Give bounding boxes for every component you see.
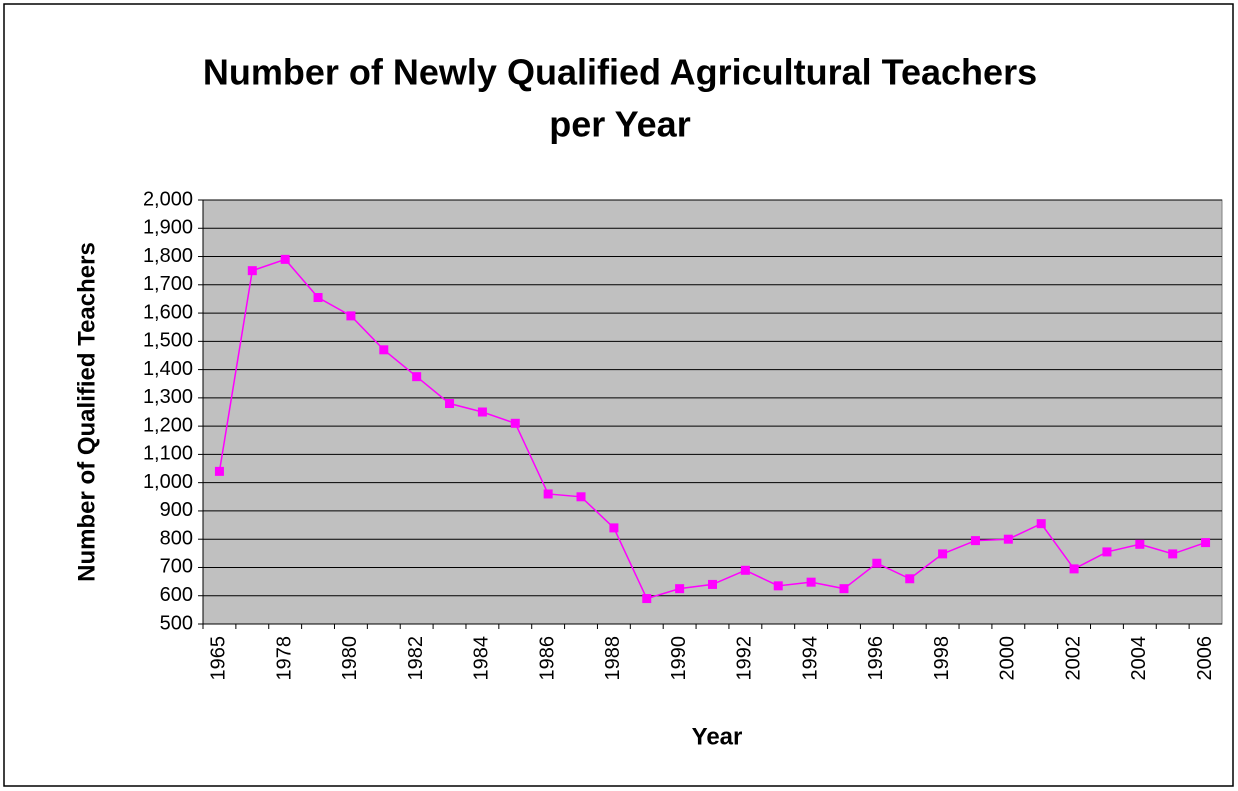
y-tick-label: 1,800 — [143, 245, 193, 267]
point-marker — [346, 311, 356, 321]
point-marker — [970, 536, 980, 546]
point-marker — [872, 558, 882, 568]
point-marker — [247, 266, 257, 276]
y-tick-label: 1,400 — [143, 358, 193, 380]
y-tick-label: 700 — [160, 556, 193, 578]
x-tick-label: 2006 — [1194, 636, 1216, 681]
y-tick-label: 800 — [160, 527, 193, 549]
x-tick-label: 1965 — [208, 636, 230, 681]
point-marker — [280, 254, 290, 264]
y-tick-label: 1,300 — [143, 386, 193, 408]
point-marker — [1069, 564, 1079, 574]
point-marker — [1201, 538, 1211, 548]
point-marker — [1036, 519, 1046, 529]
y-tick-label: 1,900 — [143, 217, 193, 239]
point-marker — [839, 584, 849, 594]
point-marker — [412, 372, 422, 382]
point-marker — [806, 577, 816, 587]
y-tick-label: 1,000 — [143, 471, 193, 493]
point-marker — [1102, 547, 1112, 557]
x-tick-label: 1994 — [799, 636, 821, 681]
point-marker — [642, 594, 652, 604]
point-marker — [214, 466, 224, 476]
point-marker — [1168, 549, 1178, 559]
point-marker — [510, 418, 520, 428]
point-marker — [576, 492, 586, 502]
y-tick-label: 900 — [160, 499, 193, 521]
y-tick-label: 1,100 — [143, 443, 193, 465]
x-tick-label: 1998 — [931, 636, 953, 681]
point-marker — [740, 565, 750, 575]
y-tick-label: 1,200 — [143, 414, 193, 436]
y-tick-label: 600 — [160, 584, 193, 606]
point-marker — [905, 574, 915, 584]
x-axis-title: Year — [692, 723, 743, 750]
y-tick-label: 2,000 — [143, 188, 193, 210]
x-tick-label: 1984 — [471, 636, 493, 681]
x-tick-label: 1996 — [865, 636, 887, 681]
y-tick-label: 1,600 — [143, 301, 193, 323]
x-tick-label: 2004 — [1128, 636, 1150, 681]
x-tick-label: 1978 — [273, 636, 295, 681]
x-tick-label: 1988 — [602, 636, 624, 681]
x-tick-label: 2002 — [1062, 636, 1084, 681]
point-marker — [708, 579, 717, 589]
point-marker — [543, 489, 553, 499]
point-marker — [379, 345, 389, 355]
point-marker — [1135, 539, 1145, 549]
point-marker — [313, 293, 323, 303]
x-tick-label: 1992 — [734, 636, 756, 681]
point-marker — [445, 399, 455, 409]
chart-title: per Year — [549, 104, 690, 145]
point-marker — [773, 581, 783, 591]
point-marker — [675, 584, 685, 594]
point-marker — [609, 523, 619, 533]
chart-title: Number of Newly Qualified Agricultural T… — [203, 52, 1037, 93]
x-tick-label: 1990 — [668, 636, 690, 681]
point-marker — [938, 549, 948, 559]
y-tick-label: 1,700 — [143, 273, 193, 295]
y-axis-title: Number of Qualified Teachers — [73, 242, 100, 582]
x-tick-label: 1986 — [536, 636, 558, 681]
plot-area — [202, 199, 1223, 625]
x-tick-label: 2000 — [997, 636, 1019, 681]
x-tick-label: 1982 — [405, 636, 427, 681]
y-tick-label: 500 — [160, 612, 193, 634]
point-marker — [477, 407, 487, 417]
y-tick-label: 1,500 — [143, 330, 193, 352]
x-tick-label: 1980 — [339, 636, 361, 681]
point-marker — [1003, 534, 1013, 544]
